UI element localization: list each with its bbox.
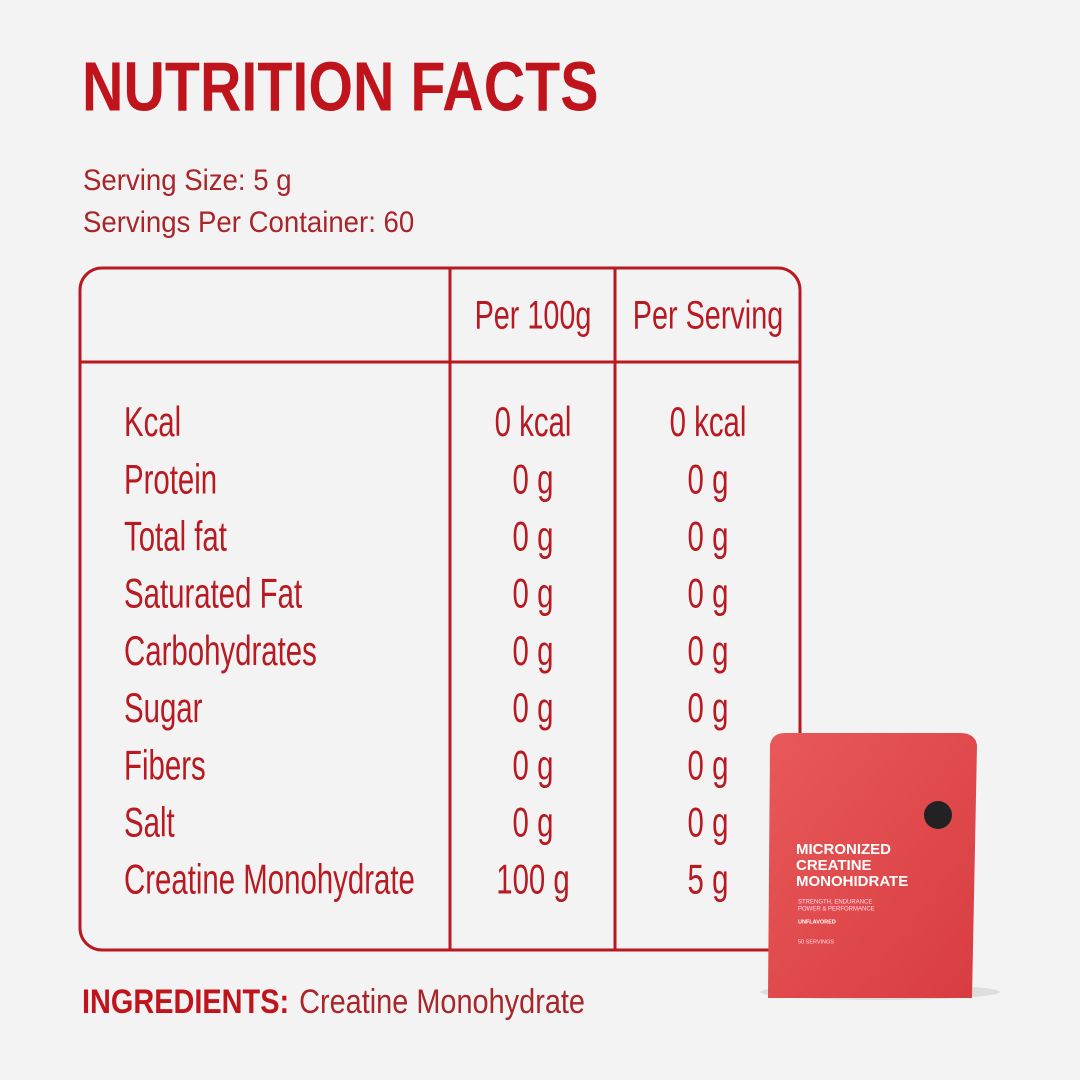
row-label: Kcal <box>124 398 181 446</box>
column-header: Per Serving <box>633 293 783 338</box>
product-flavor: UNFLAVORED <box>798 919 836 925</box>
column-header: Per 100g <box>475 293 592 338</box>
per-100g-value: 100 g <box>496 855 570 903</box>
product-pouch <box>768 733 977 998</box>
per-100g-value: 0 g <box>513 684 554 732</box>
ingredients-label: INGREDIENTS: <box>82 982 289 1021</box>
per-100g-value: 0 g <box>513 569 554 617</box>
servings-per-container: Servings Per Container: 60 <box>83 206 414 239</box>
per-100g-value: 0 g <box>513 627 554 675</box>
row-label: Saturated Fat <box>124 569 302 617</box>
row-label: Salt <box>124 798 175 846</box>
row-label: Fibers <box>124 741 206 789</box>
product-tagline: STRENGTH, ENDURANCE <box>798 900 872 906</box>
per-serving-value: 0 g <box>688 684 729 732</box>
product-name: MICRONIZED <box>796 841 891 858</box>
per-serving-value: 0 g <box>688 798 729 846</box>
product-name: MONOHIDRATE <box>796 873 908 890</box>
per-serving-value: 0 g <box>688 569 729 617</box>
per-serving-value: 5 g <box>688 855 729 903</box>
row-label: Total fat <box>124 512 227 560</box>
row-label: Creatine Monohydrate <box>124 855 415 903</box>
per-serving-value: 0 g <box>688 741 729 789</box>
per-serving-value: 0 kcal <box>670 398 747 446</box>
per-serving-value: 0 g <box>688 512 729 560</box>
per-100g-value: 0 kcal <box>495 398 572 446</box>
table-border <box>78 266 802 952</box>
per-100g-value: 0 g <box>513 798 554 846</box>
brand-logo <box>924 801 952 829</box>
product-name: CREATINE <box>796 857 872 874</box>
product-servings: 50 SERVINGS <box>798 939 834 945</box>
nutrition-table <box>78 266 802 952</box>
title: NUTRITION FACTS <box>82 47 598 126</box>
product-tagline: POWER & PERFORMANCE <box>798 907 875 913</box>
per-100g-value: 0 g <box>513 512 554 560</box>
row-label: Carbohydrates <box>124 627 317 675</box>
row-label: Sugar <box>124 684 202 732</box>
serving-size: Serving Size: 5 g <box>83 164 292 197</box>
per-serving-value: 0 g <box>688 455 729 503</box>
ingredients-value: Creatine Monohydrate <box>299 982 585 1021</box>
per-serving-value: 0 g <box>688 627 729 675</box>
per-100g-value: 0 g <box>513 455 554 503</box>
row-label: Protein <box>124 455 217 503</box>
per-100g-value: 0 g <box>513 741 554 789</box>
